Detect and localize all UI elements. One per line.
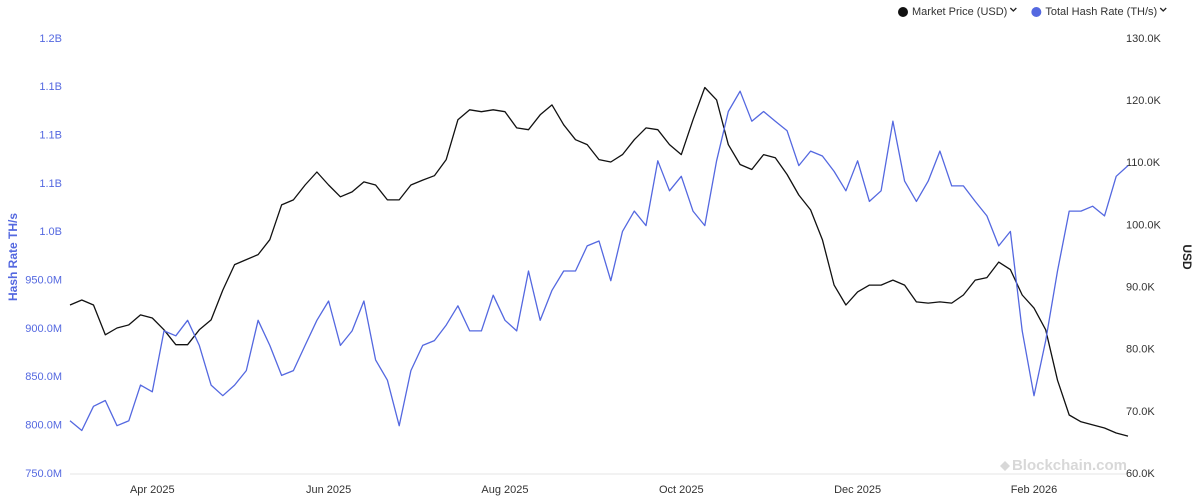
y-tick-label: 900.0M xyxy=(25,323,62,335)
y-tick-label: 750.0M xyxy=(25,468,62,480)
y2-tick-label: 100.0K xyxy=(1126,219,1162,231)
y2-axis-title: USD xyxy=(1180,244,1194,270)
y2-tick-label: 60.0K xyxy=(1126,468,1155,480)
y2-tick-label: 110.0K xyxy=(1126,157,1161,169)
y2-tick-label: 130.0K xyxy=(1126,33,1162,45)
watermark: Blockchain.com xyxy=(1012,457,1127,474)
series-line xyxy=(69,90,1129,432)
x-tick-label: Apr 2025 xyxy=(130,484,175,496)
legend-marker xyxy=(898,7,908,17)
y-tick-label: 1.2B xyxy=(39,33,62,45)
x-tick-label: Feb 2026 xyxy=(1011,484,1057,496)
x-tick-label: Oct 2025 xyxy=(659,484,704,496)
y-tick-label: 950.0M xyxy=(25,275,62,287)
y2-tick-label: 80.0K xyxy=(1126,344,1155,356)
x-tick-label: Jun 2025 xyxy=(306,484,351,496)
y2-tick-label: 70.0K xyxy=(1126,406,1155,418)
y2-tick-label: 90.0K xyxy=(1126,281,1155,293)
y-tick-label: 800.0M xyxy=(25,420,62,432)
y-tick-label: 1.1B xyxy=(39,81,62,93)
y-tick-label: 1.1B xyxy=(39,130,62,142)
legend-label[interactable]: Total Hash Rate (TH/s) xyxy=(1045,6,1157,18)
series-line xyxy=(69,86,1129,437)
y-tick-label: 1.1B xyxy=(39,178,62,190)
y-axis-title: Hash Rate TH/s xyxy=(6,213,20,301)
x-tick-label: Aug 2025 xyxy=(481,484,528,496)
watermark-logo xyxy=(1000,461,1010,471)
y2-tick-label: 120.0K xyxy=(1126,95,1162,107)
legend-marker xyxy=(1031,7,1042,17)
legend-chevron xyxy=(1009,7,1017,12)
x-tick-label: Dec 2025 xyxy=(834,484,881,496)
y-tick-label: 1.0B xyxy=(39,226,62,238)
legend: Market Price (USD) Total Hash Rate (TH/s) xyxy=(898,6,1167,18)
legend-chevron xyxy=(1159,7,1167,12)
y-tick-label: 850.0M xyxy=(25,371,62,383)
legend-label[interactable]: Market Price (USD) xyxy=(912,6,1007,18)
